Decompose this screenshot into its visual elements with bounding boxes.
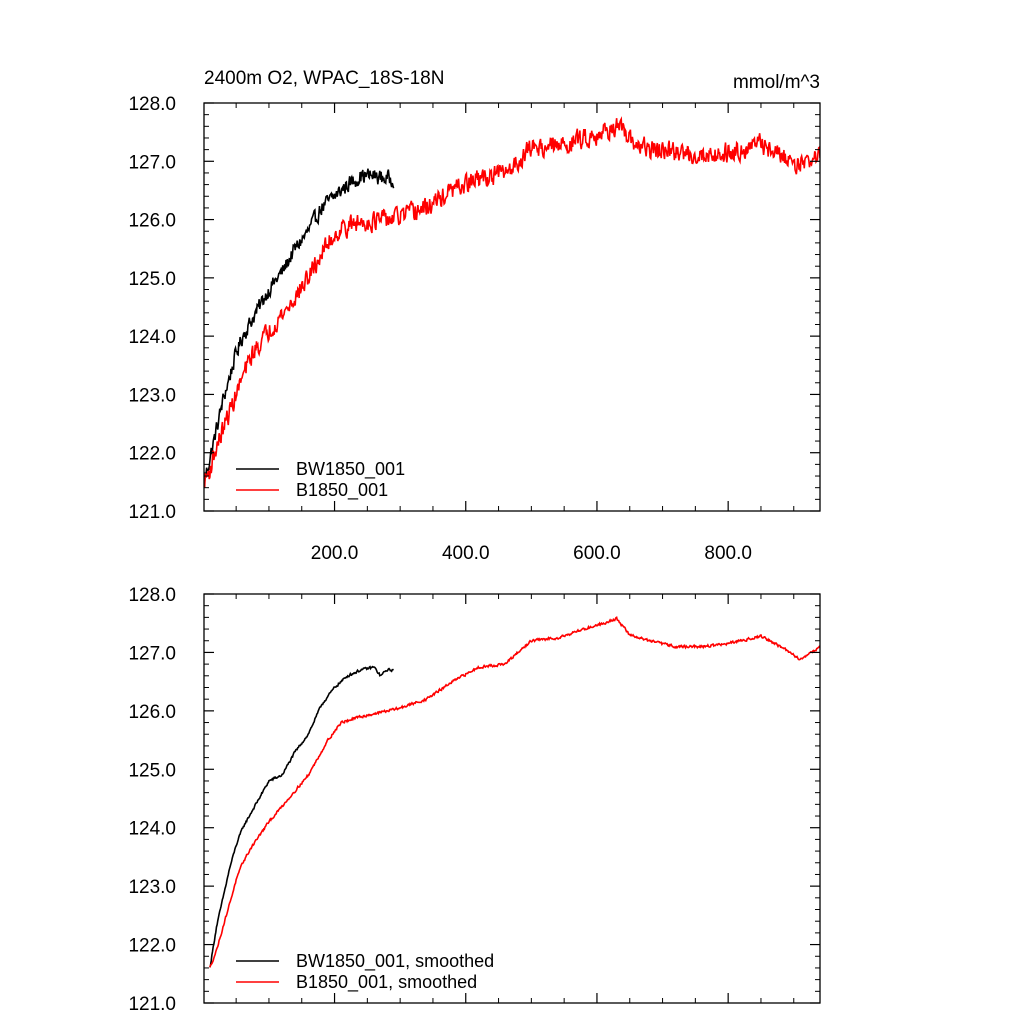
y-tick-label: 124.0 [128,819,176,840]
legend-label: B1850_001, smoothed [296,972,477,993]
bottom-panel: 121.0 122.0 123.0 124.0 125.0 126.0 127.0 128.0… [128,585,821,1015]
x-tick-label: 200.0 [311,543,359,564]
y-tick-label: 127.0 [128,152,176,173]
units-label: mmol/m^3 [733,72,820,93]
y-tick-label: 128.0 [128,585,176,606]
legend-label: B1850_001 [296,480,388,501]
y-tick-label: 126.0 [128,211,176,232]
chart-title: 2400m O2, WPAC_18S-18N [204,68,444,89]
series-line-bw1850-001 [204,168,395,483]
y-tick-label: 121.0 [128,994,176,1015]
legend-label: BW1850_001, smoothed [296,951,494,972]
x-tick-label: 400.0 [442,543,490,564]
y-tick-label: 125.0 [128,269,176,290]
series-line-b1850-001-smoothed [209,616,820,968]
y-tick-label: 126.0 [128,702,176,723]
y-tick-label: 122.0 [128,444,176,465]
y-tick-label: 123.0 [128,385,176,406]
y-tick-label: 125.0 [128,760,176,781]
y-tick-label: 121.0 [128,502,176,523]
plot-frame [203,102,821,512]
y-tick-label: 124.0 [128,327,176,348]
legend-label: BW1850_001 [296,459,405,480]
series-line-b1850-001 [204,116,820,488]
y-tick-label: 127.0 [128,643,176,664]
x-tick-label: 800.0 [704,543,752,564]
top-panel: 2400m O2, WPAC_18S-18N mmol/m^3 121.0 122… [128,68,821,564]
x-tick-label: 600.0 [573,543,621,564]
y-tick-label: 128.0 [128,94,176,115]
plot-frame [203,593,821,1004]
y-tick-label: 122.0 [128,936,176,957]
y-tick-label: 123.0 [128,877,176,898]
series-line-bw1850-001-smoothed [209,665,395,968]
